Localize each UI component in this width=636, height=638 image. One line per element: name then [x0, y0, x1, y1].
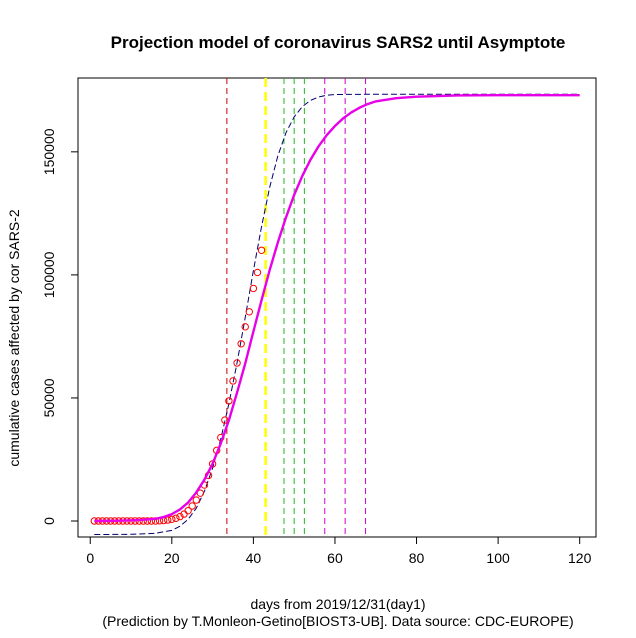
observed-point	[188, 502, 196, 510]
observed-point	[172, 514, 180, 522]
observed-point	[245, 308, 254, 316]
x-axis: 0 20 40 60 80 100 120	[86, 536, 592, 566]
logistic-curve-line	[94, 93, 580, 536]
x-tick-label: 0	[86, 550, 94, 566]
x-axis-title: days from 2019/12/31(day1)	[250, 596, 425, 612]
chart-title: Projection model of coronavirus SARS2 un…	[111, 33, 566, 52]
observed-point	[225, 397, 233, 405]
observed-point	[168, 515, 176, 523]
x-tick-label: 80	[409, 550, 425, 566]
x-tick-label: 100	[486, 550, 510, 566]
y-axis: 0 50000 100000 150000	[41, 128, 79, 525]
observed-point	[241, 323, 249, 331]
observed-point	[253, 268, 262, 277]
x-tick-label: 20	[164, 550, 180, 566]
x-tick-label: 40	[246, 550, 262, 566]
x-axis-subcaption: (Prediction by T.Monleon-Getino[BIOST3-U…	[102, 613, 573, 629]
observed-point	[184, 506, 192, 515]
observed-point	[192, 496, 200, 504]
fitted-curve-line	[94, 94, 580, 523]
y-tick-label: 0	[41, 517, 57, 525]
observed-point	[229, 377, 237, 385]
y-axis-title: cumulative cases affected by cor SARS-2	[6, 209, 22, 467]
series-layer	[90, 93, 580, 536]
y-tick-label: 50000	[41, 378, 57, 417]
observed-point	[237, 340, 245, 348]
y-axis-title-group: cumulative cases affected by cor SARS-2	[6, 209, 22, 467]
observed-point	[147, 517, 156, 525]
y-tick-label: 150000	[41, 128, 57, 175]
observed-point	[233, 359, 241, 367]
reference-lines	[226, 78, 367, 537]
plot-frame	[77, 77, 597, 538]
y-tick-label: 100000	[41, 251, 57, 298]
observed-point	[249, 284, 258, 293]
x-tick-label: 60	[327, 550, 343, 566]
observed-point	[176, 512, 184, 521]
x-tick-label: 120	[568, 550, 592, 566]
observed-point	[143, 517, 152, 525]
observed-point	[257, 246, 266, 254]
